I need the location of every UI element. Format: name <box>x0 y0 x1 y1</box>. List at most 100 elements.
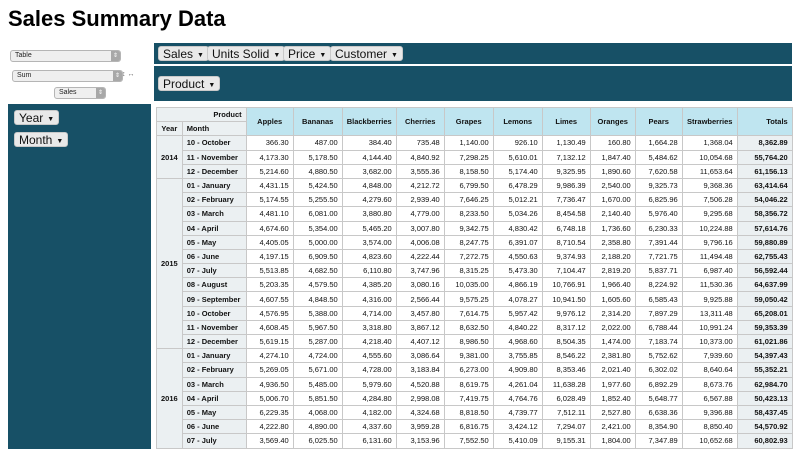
table-cell: 4,579.50 <box>292 277 343 293</box>
table-cell: 7,620.58 <box>634 163 683 179</box>
table-row: 05 - May 4,405.05 5,000.00 3,574.00 4,006.08… <box>157 234 793 250</box>
table-cell: 11,638.28 <box>541 376 591 392</box>
table-cell: 10,941.50 <box>541 291 591 307</box>
table-cell: 4,006.08 <box>395 234 445 250</box>
table-cell: 9,295.68 <box>681 206 738 222</box>
table-row: 10 - October 4,576.95 5,388.00 4,714.00 3,45… <box>157 305 793 321</box>
attr-pill-price[interactable]: Price ▼ <box>283 46 332 61</box>
table-cell: 3,424.12 <box>492 419 543 435</box>
attr-pill-customer[interactable]: Customer ▼ <box>330 46 403 61</box>
table-row: 12 - December 5,214.60 4,880.50 3,682.00 3,5… <box>157 163 793 179</box>
table-cell: 5,473.30 <box>492 263 543 279</box>
month-header: 07 - July <box>181 263 247 279</box>
table-cell: 4,520.88 <box>395 376 445 392</box>
table-cell: 10,373.00 <box>681 333 738 350</box>
table-cell: 10,035.00 <box>443 277 494 293</box>
table-cell: 5,214.60 <box>245 163 294 179</box>
row-total-cell: 59,353.39 <box>736 319 793 336</box>
table-row: 05 - May 6,229.35 4,068.00 4,182.00 4,324.68… <box>157 404 793 421</box>
table-row: 09 - September 4,607.55 4,848.50 4,316.00 2,… <box>157 291 793 307</box>
table-cell: 2,188.20 <box>589 248 636 265</box>
month-header: 07 - July <box>181 433 247 449</box>
table-cell: 4,144.40 <box>341 149 397 165</box>
table-cell: 5,485.00 <box>292 376 343 392</box>
table-cell: 4,261.04 <box>492 376 543 392</box>
table-cell: 3,086.64 <box>395 348 445 364</box>
table-cell: 9,325.95 <box>541 163 591 179</box>
table-cell: 4,279.60 <box>341 192 397 208</box>
table-cell: 3,183.84 <box>395 362 445 378</box>
month-header: 10 - October <box>181 305 247 321</box>
table-cell: 6,025.50 <box>292 433 343 449</box>
table-cell: 9,374.93 <box>541 248 591 265</box>
dropdown-caret-icon: ▼ <box>47 116 55 123</box>
month-header: 11 - November <box>181 149 247 165</box>
table-cell: 9,986.39 <box>541 177 591 194</box>
table-cell: 2,358.80 <box>589 234 636 250</box>
attr-pill-product[interactable]: Product ▼ <box>158 76 221 91</box>
table-cell: 4,739.77 <box>492 404 543 421</box>
table-cell: 4,316.00 <box>341 291 397 307</box>
table-cell: 6,302.02 <box>634 362 683 378</box>
table-cell: 5,976.40 <box>634 206 683 222</box>
attr-pill-year[interactable]: Year ▼ <box>14 110 60 125</box>
table-cell: 8,353.46 <box>541 362 591 378</box>
table-cell: 8,354.90 <box>634 419 683 435</box>
table-cell: 7,897.29 <box>634 305 683 321</box>
table-cell: 4,197.15 <box>245 248 294 265</box>
col-header-blackberries: Blackberries <box>341 106 397 137</box>
table-cell: 11,530.36 <box>681 277 738 293</box>
table-cell: 1,804.00 <box>589 433 636 449</box>
attr-pill-month[interactable]: Month ▼ <box>14 132 69 147</box>
row-total-cell: 8,362.89 <box>736 135 793 151</box>
table-cell: 4,823.60 <box>341 248 397 265</box>
month-header: 08 - August <box>181 277 247 293</box>
month-header: 02 - February <box>181 192 247 208</box>
sort-order-icon[interactable]: ↕ ↔ <box>122 71 135 78</box>
table-cell: 3,747.96 <box>395 263 445 279</box>
table-cell: 1,474.00 <box>589 333 636 350</box>
table-cell: 4,324.68 <box>395 404 445 421</box>
row-total-cell: 56,592.44 <box>736 263 793 279</box>
attr-pill-sales[interactable]: Sales ▼ <box>158 46 209 61</box>
table-row: 2016 01 - January 4,274.10 4,724.00 4,555.60… <box>156 348 793 449</box>
row-total-cell: 59,880.89 <box>736 234 793 250</box>
table-cell: 8,546.22 <box>541 348 591 364</box>
table-cell: 5,424.50 <box>292 177 343 194</box>
table-cell: 7,614.75 <box>443 305 494 321</box>
month-header: 03 - March <box>181 206 247 222</box>
table-cell: 6,273.00 <box>443 362 494 378</box>
year-header: 2015 <box>156 177 183 350</box>
month-header: 06 - June <box>181 248 247 265</box>
table-row: 11 - November 4,608.45 5,967.50 3,318.80 3,8… <box>157 319 793 336</box>
table-cell: 1,966.40 <box>589 277 636 293</box>
table-cell: 7,183.74 <box>634 333 683 350</box>
table-cell: 160.80 <box>589 135 636 151</box>
month-header: 10 - October <box>181 135 247 151</box>
table-row: 03 - March 4,481.10 6,081.00 3,880.80 4,779.… <box>157 206 793 222</box>
table-cell: 5,484.62 <box>634 149 683 165</box>
table-cell: 5,619.15 <box>245 333 294 350</box>
month-header: 01 - January <box>181 177 247 194</box>
table-cell: 5,000.00 <box>292 234 343 250</box>
table-cell: 9,381.00 <box>443 348 494 364</box>
table-cell: 10,991.24 <box>681 319 738 336</box>
table-cell: 9,925.88 <box>681 291 738 307</box>
table-cell: 7,294.07 <box>541 419 591 435</box>
table-cell: 4,840.92 <box>395 149 445 165</box>
table-cell: 1,852.40 <box>589 390 636 406</box>
table-cell: 7,512.11 <box>541 404 591 421</box>
table-cell: 4,607.55 <box>245 291 294 307</box>
dropdown-caret-icon: ▼ <box>56 138 64 145</box>
table-cell: 6,799.50 <box>443 177 494 194</box>
row-total-cell: 55,352.21 <box>736 362 793 378</box>
table-cell: 4,431.15 <box>245 177 294 194</box>
aggregator-select[interactable]: Sum ⇕ <box>12 70 123 82</box>
table-cell: 6,230.33 <box>634 220 683 236</box>
table-cell: 5,851.50 <box>292 390 343 406</box>
table-cell: 6,638.36 <box>634 404 683 421</box>
table-cell: 1,140.00 <box>443 135 494 151</box>
renderer-select[interactable]: Table ⇕ <box>10 50 121 62</box>
attr-pill-units-solid[interactable]: Units Solid ▼ <box>207 46 286 61</box>
value-field-select[interactable]: Sales ⇕ <box>54 87 106 99</box>
